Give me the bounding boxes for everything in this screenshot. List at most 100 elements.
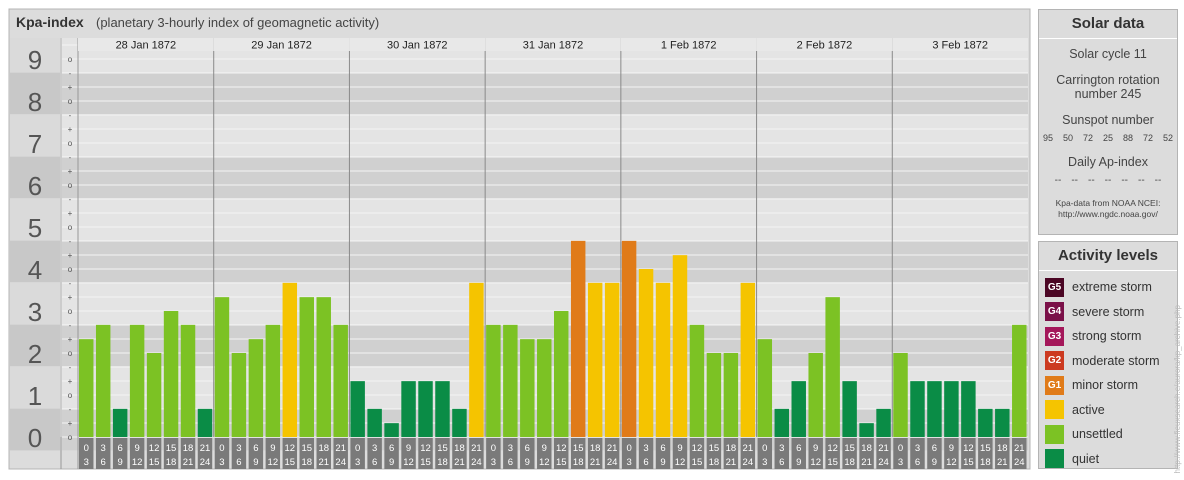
interval-end: 3 <box>84 457 89 468</box>
interval-start: 3 <box>779 443 784 454</box>
kp-bar <box>910 381 925 437</box>
interval-cell <box>503 438 518 469</box>
kp-bar <box>95 324 111 437</box>
kp-bar <box>740 282 756 437</box>
kp-bar <box>367 408 382 437</box>
kp-bar <box>876 408 891 437</box>
ap-value: -- <box>1138 175 1145 186</box>
y-axis-label: 8 <box>28 87 42 117</box>
interval-cell <box>723 438 739 469</box>
ap-value: -- <box>1104 175 1112 186</box>
ap-value: -- <box>1071 175 1078 186</box>
interval-cell <box>435 438 450 469</box>
y-axis-label: 6 <box>28 171 42 201</box>
interval-end: 12 <box>675 457 686 468</box>
interval-cell <box>995 438 1010 469</box>
interval-start: 6 <box>525 443 530 454</box>
interval-cell <box>689 438 705 469</box>
kp-bar <box>316 297 331 437</box>
ap-title: Daily Ap-index <box>1068 155 1148 169</box>
interval-cell <box>486 438 501 469</box>
interval-cell <box>740 438 756 469</box>
kp-bar <box>893 353 908 437</box>
kp-bar <box>774 408 789 437</box>
y-label-cell <box>10 114 60 157</box>
ap-values: -- -- -- -- -- -- -- <box>1039 175 1177 186</box>
interval-cell <box>520 438 535 469</box>
interval-start: 3 <box>236 443 241 454</box>
bars <box>79 240 1027 437</box>
interval-end: 6 <box>236 457 241 468</box>
kp-bar <box>587 282 603 437</box>
interval-start: 9 <box>134 443 139 454</box>
kp-bar <box>248 339 264 437</box>
interval-start: 3 <box>372 443 377 454</box>
interval-start: 15 <box>980 443 991 454</box>
interval-cell <box>112 438 128 469</box>
level-label: strong storm <box>1072 329 1142 344</box>
interval-start: 0 <box>626 443 631 454</box>
sunspot-value: 72 <box>1143 133 1154 143</box>
kp-bar <box>265 324 281 437</box>
interval-end: 18 <box>844 457 855 468</box>
y-label-cell <box>10 408 60 451</box>
minor-tick-label: o <box>68 139 73 148</box>
interval-start: 9 <box>949 443 954 454</box>
minor-tick-label: - <box>69 195 72 204</box>
kp-bar <box>282 282 298 437</box>
interval-cell <box>299 438 314 469</box>
interval-start: 21 <box>471 443 482 454</box>
interval-start: 15 <box>301 443 312 454</box>
kp-bar <box>435 381 450 437</box>
interval-start: 15 <box>166 443 177 454</box>
interval-start: 6 <box>796 443 801 454</box>
kp-band <box>62 114 1028 157</box>
interval-cell <box>214 438 230 469</box>
interval-cell <box>248 438 264 469</box>
interval-cell <box>197 438 213 469</box>
level-swatch: G1 <box>1045 375 1064 395</box>
interval-end: 9 <box>118 457 123 468</box>
minor-tick-label: + <box>68 377 73 386</box>
interval-end: 24 <box>335 457 346 468</box>
interval-cell <box>95 438 111 469</box>
interval-cell <box>265 438 281 469</box>
day-header <box>620 38 757 51</box>
activity-level-item: G4 severe storm <box>1039 300 1177 325</box>
kp-bar <box>486 324 501 437</box>
y-axis-label: 7 <box>28 129 42 159</box>
minor-tick-label: + <box>68 83 73 92</box>
interval-start: 9 <box>813 443 818 454</box>
activity-level-item: unsettled <box>1039 422 1177 447</box>
interval-start: 21 <box>607 443 618 454</box>
interval-cell <box>808 438 823 469</box>
day-label: 1 Feb 1872 <box>661 40 717 52</box>
day-label: 2 Feb 1872 <box>797 40 853 52</box>
day-header <box>485 38 621 51</box>
interval-end: 6 <box>915 457 920 468</box>
interval-end: 24 <box>200 457 211 468</box>
minor-ticks: + o + o - + o - + o - + o - + o - + o - + o - + o - o - <box>68 55 73 442</box>
interval-start: 18 <box>997 443 1008 454</box>
interval-end: 24 <box>878 457 889 468</box>
interval-end: 15 <box>420 457 431 468</box>
interval-start: 15 <box>844 443 855 454</box>
sunspot-value: 88 <box>1123 133 1134 143</box>
y-label-cell <box>10 198 60 241</box>
kpa-chart: Kpa-index (planetary 3-hourly index of g… <box>8 8 1031 470</box>
y-axis-label: 3 <box>28 297 42 327</box>
kp-bar <box>537 339 552 437</box>
ap-value: -- <box>1087 175 1095 186</box>
interval-cell <box>469 438 484 469</box>
interval-cell <box>893 438 908 469</box>
kp-bar <box>723 353 739 437</box>
interval-cell <box>910 438 925 469</box>
interval-start: 9 <box>542 443 547 454</box>
minor-tick-label: o <box>68 181 73 190</box>
interval-end: 3 <box>898 457 903 468</box>
interval-cell <box>621 438 637 469</box>
interval-start: 6 <box>660 443 665 454</box>
day-label: 3 Feb 1872 <box>932 40 988 52</box>
kp-bar <box>112 408 128 437</box>
interval-end: 24 <box>743 457 754 468</box>
